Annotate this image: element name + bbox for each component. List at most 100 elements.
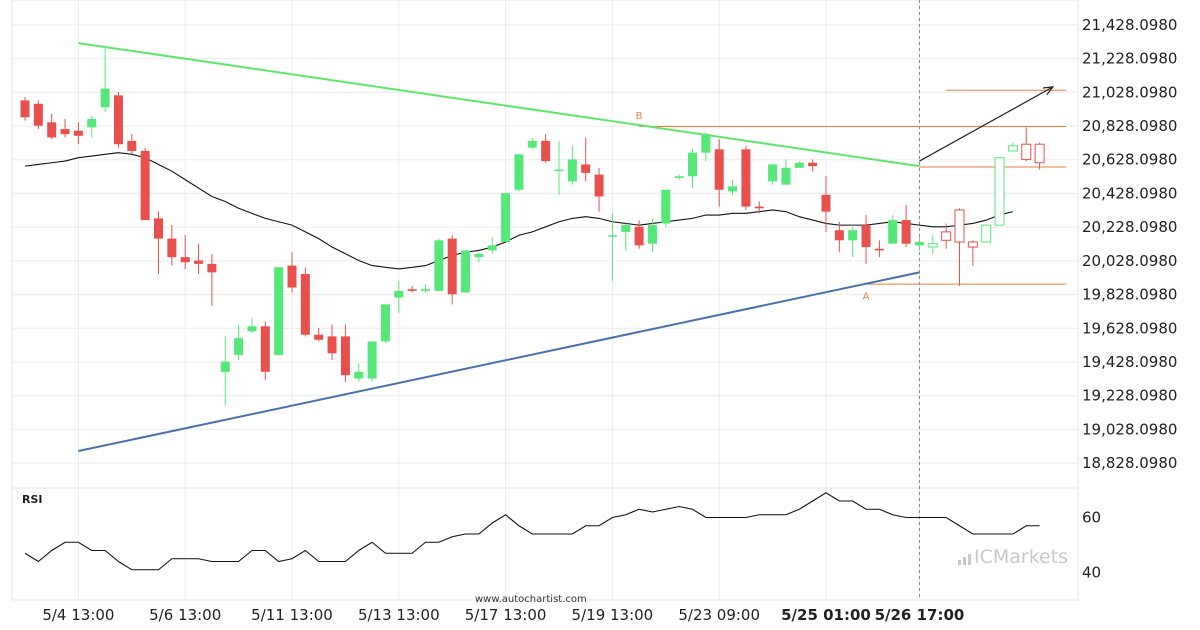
- x-tick-label: 5/13 13:00: [358, 606, 440, 624]
- candle: [474, 252, 484, 263]
- candle: [981, 224, 992, 243]
- candle: [1034, 142, 1045, 170]
- resistance-trendline: [78, 42, 920, 168]
- y-tick-label: 20,628.0980: [1082, 151, 1177, 169]
- candle-body: [234, 338, 244, 355]
- candle: [914, 236, 924, 251]
- candle: [647, 218, 657, 253]
- candle: [380, 304, 390, 344]
- candle-body: [541, 140, 551, 162]
- y-tick-label: 21,228.0980: [1082, 50, 1177, 68]
- candle-body: [781, 167, 791, 185]
- candle-body: [434, 240, 444, 291]
- candle-body: [474, 253, 484, 258]
- point-marker-b: B: [636, 111, 643, 122]
- candle-body: [20, 100, 30, 118]
- candle-body: [140, 150, 150, 221]
- candle: [994, 157, 1005, 226]
- candle-body: [661, 189, 671, 224]
- candle-body: [674, 176, 684, 178]
- level-lines: BA: [636, 89, 1067, 302]
- y-tick-label: 21,028.0980: [1082, 83, 1177, 101]
- candle: [554, 140, 564, 195]
- candle: [340, 324, 350, 382]
- candle-body: [87, 118, 97, 128]
- candle: [140, 147, 150, 221]
- candle: [247, 317, 257, 334]
- candle: [701, 132, 711, 162]
- candle-body: [554, 169, 564, 172]
- candle-body-forecast: [927, 243, 938, 248]
- candle: [621, 223, 631, 251]
- point-marker-a: A: [863, 291, 870, 302]
- moving-average-line: [24, 152, 1014, 270]
- candle: [20, 97, 30, 121]
- candle-body: [327, 336, 337, 354]
- candle: [607, 213, 617, 281]
- candle-body-forecast: [967, 241, 978, 248]
- x-tick-label: 5/19 13:00: [572, 606, 654, 624]
- candle-body: [821, 194, 831, 212]
- y-tick-label: 20,828.0980: [1082, 117, 1177, 135]
- candle: [874, 240, 884, 258]
- candle-body: [741, 149, 751, 207]
- rsi-label: RSI: [22, 493, 43, 506]
- candle: [274, 267, 284, 355]
- y-tick-label: 20,028.0980: [1082, 252, 1177, 270]
- candle: [154, 211, 163, 275]
- y-tick-label: 19,228.0980: [1082, 387, 1177, 405]
- candle: [407, 285, 417, 293]
- candle-body: [167, 238, 177, 258]
- candle-body: [207, 263, 217, 273]
- plot-border: [11, 0, 1079, 601]
- candle-body: [914, 241, 924, 246]
- candle: [194, 243, 204, 275]
- candle-body: [354, 371, 364, 379]
- candle-body: [194, 260, 204, 264]
- candle: [567, 145, 577, 185]
- candle-body: [607, 235, 617, 237]
- candle-body: [340, 336, 350, 376]
- candle: [688, 149, 697, 189]
- candle: [207, 253, 217, 307]
- candle: [541, 134, 551, 163]
- candle: [594, 167, 604, 212]
- candle: [501, 193, 511, 242]
- candle-body: [621, 225, 631, 232]
- candle-body: [848, 230, 858, 241]
- candle-body: [127, 140, 137, 151]
- candle-body: [688, 152, 697, 177]
- candle-body: [113, 95, 123, 145]
- candle-body: [247, 326, 257, 332]
- candle: [314, 327, 324, 342]
- y-tick-label: 19,828.0980: [1082, 286, 1177, 304]
- y-axis: 21,428.0980 21,228.0980 21,028.0980 20,828.…: [1082, 16, 1177, 472]
- candle-body: [768, 164, 778, 182]
- candles: [20, 48, 1045, 406]
- watermark: www.autochartist.com: [475, 594, 587, 605]
- candle-body-forecast: [994, 157, 1005, 226]
- candle: [741, 145, 751, 210]
- candle: [234, 324, 244, 360]
- candle-body: [60, 129, 70, 135]
- candle-body: [421, 289, 430, 291]
- candle-body: [634, 226, 644, 246]
- candle: [434, 238, 444, 291]
- candle: [167, 225, 177, 266]
- candle: [527, 137, 537, 150]
- x-tick-label: 5/4 13:00: [42, 606, 114, 624]
- candle-body: [47, 122, 57, 138]
- candle: [127, 134, 137, 155]
- candle-body-forecast: [1034, 143, 1045, 164]
- candle-body: [581, 164, 591, 173]
- y-tick-label: 19,028.0980: [1082, 420, 1177, 438]
- candle-body: [888, 220, 898, 244]
- candle: [834, 221, 844, 253]
- candle-body: [594, 174, 604, 197]
- forecast-arrow: [919, 86, 1054, 162]
- candle: [754, 201, 764, 214]
- x-axis: 5/4 13:00 5/6 13:00 5/11 13:00 5/13 13:00 5/…: [42, 606, 964, 624]
- candle-body: [447, 238, 457, 295]
- candle-body: [834, 230, 844, 241]
- candle-body-forecast: [1007, 145, 1018, 152]
